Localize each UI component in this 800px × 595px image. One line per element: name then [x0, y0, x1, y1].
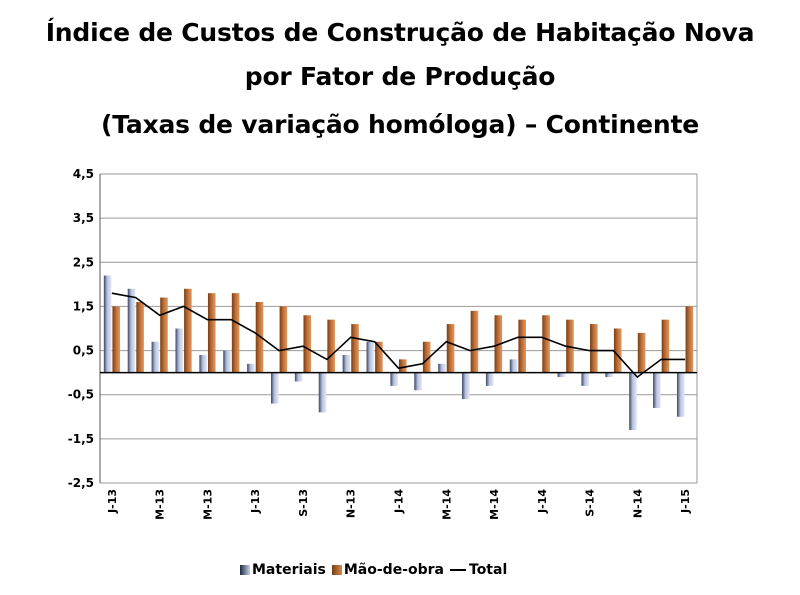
bar-materiais [676, 372, 685, 417]
bar-mao-de-obra [685, 306, 694, 373]
bar-mao-de-obra [637, 332, 646, 373]
legend-swatch-mao-de-obra [331, 565, 342, 575]
y-tick-label: 1,5 [73, 299, 94, 313]
bar-materiais [175, 328, 184, 373]
bar-materiais [462, 372, 470, 400]
bar-mao-de-obra [518, 319, 526, 373]
bar-mao-de-obra [661, 319, 670, 373]
y-tick-label: -0,5 [68, 388, 94, 402]
x-tick-label: N-13 [345, 489, 358, 518]
bar-materiais [557, 372, 566, 378]
x-tick-label: N-14 [631, 489, 644, 518]
bar-mao-de-obra [566, 319, 574, 373]
y-tick-label: 2,5 [73, 255, 94, 269]
bar-mao-de-obra [136, 302, 144, 373]
y-tick-label: 3,5 [73, 211, 94, 225]
bar-mao-de-obra [470, 310, 479, 373]
legend-swatch-total [450, 569, 466, 571]
bar-materiais [509, 359, 518, 373]
bar-mao-de-obra [184, 288, 192, 373]
line-total [111, 292, 686, 379]
bar-materiais [223, 350, 231, 373]
x-tick-label: M-14 [440, 489, 453, 520]
bar-mao-de-obra [160, 297, 168, 373]
bar-materiais [629, 372, 637, 431]
bar-mao-de-obra [351, 324, 359, 373]
x-tick-label: M-13 [202, 489, 215, 520]
bar-materiais [485, 372, 494, 386]
bar-mao-de-obra [375, 341, 383, 373]
bar-mao-de-obra [327, 319, 335, 373]
x-tick-label: J-13 [249, 489, 262, 514]
bar-mao-de-obra [207, 293, 216, 373]
bar-materiais [605, 372, 613, 378]
bar-materiais [653, 372, 661, 408]
bar-materiais [247, 363, 255, 373]
bar-materiais [366, 341, 375, 373]
bar-materiais [103, 275, 112, 373]
y-tick-label: -2,5 [68, 476, 94, 490]
chart-legend: Materiais Mão-de-obra Total [240, 562, 513, 578]
bar-materiais [438, 363, 446, 373]
x-tick-label: M-14 [488, 489, 501, 520]
bar-mao-de-obra [231, 293, 240, 373]
bar-mao-de-obra [542, 315, 550, 373]
x-tick-label: M-13 [154, 489, 167, 520]
legend-label-mao-de-obra: Mão-de-obra [343, 562, 444, 578]
x-tick-label: S-13 [297, 489, 310, 517]
legend-item-materiais: Materiais [240, 562, 326, 578]
x-tick-label: J-14 [393, 489, 406, 514]
y-tick-label: 0,5 [73, 344, 94, 358]
bar-materiais [581, 372, 590, 386]
chart-title-line-2: por Fator de Produção [244, 62, 556, 91]
legend-label-materiais: Materiais [252, 562, 326, 578]
chart-title-line-3: (Taxas de variação homóloga) – Continent… [101, 110, 699, 139]
x-tick-label: J-13 [106, 489, 119, 514]
bar-mao-de-obra [303, 315, 312, 373]
bar-materiais [294, 372, 303, 382]
bar-materiais [127, 288, 136, 373]
bar-mao-de-obra [590, 324, 598, 373]
x-tick-label: J-14 [536, 489, 549, 514]
bar-mao-de-obra [613, 328, 622, 373]
bar-materiais [199, 354, 207, 373]
y-tick-label: -1,5 [68, 432, 94, 446]
legend-item-mao-de-obra: Mão-de-obra [331, 562, 444, 578]
bar-mao-de-obra [279, 306, 288, 373]
legend-label-total: Total [469, 562, 508, 578]
bar-materiais [318, 372, 327, 413]
x-tick-label: J-15 [679, 489, 692, 514]
bar-mao-de-obra [446, 324, 455, 373]
bar-mao-de-obra [422, 341, 431, 373]
bar-materiais [414, 372, 422, 391]
y-tick-label: 4,5 [73, 167, 94, 181]
x-tick-label: S-14 [584, 489, 597, 517]
bar-mao-de-obra [112, 306, 121, 373]
bar-materiais [271, 372, 279, 404]
chart-title-line-1: Índice de Custos de Construção de Habita… [45, 18, 755, 47]
bar-mao-de-obra [255, 302, 264, 373]
bar-materiais [151, 341, 160, 373]
bar-materiais [390, 372, 398, 386]
legend-swatch-materiais [240, 565, 250, 575]
bar-materiais [342, 354, 351, 373]
legend-item-total: Total [450, 562, 507, 578]
bar-mao-de-obra [399, 359, 407, 373]
